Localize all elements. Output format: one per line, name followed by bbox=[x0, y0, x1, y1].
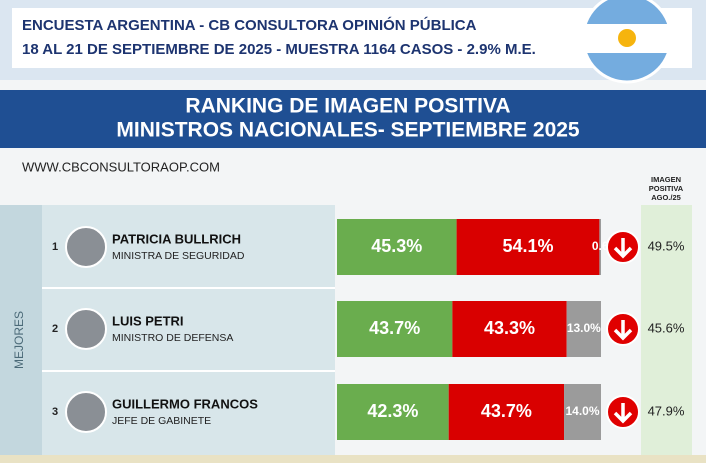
photo bbox=[65, 391, 107, 433]
rank: 2 bbox=[52, 323, 58, 335]
person-name: GUILLERMO FRANCOS bbox=[112, 396, 258, 411]
bar-label: 14.0% bbox=[566, 404, 600, 418]
person-name: LUIS PETRI bbox=[112, 313, 184, 328]
header-line: ENCUESTA ARGENTINA - CB CONSULTORA OPINI… bbox=[22, 16, 477, 34]
bar-label: 54.1% bbox=[502, 236, 553, 256]
group-stripe bbox=[0, 205, 42, 463]
person-role: MINISTRA DE SEGURIDAD bbox=[112, 250, 245, 262]
trend-arrow bbox=[606, 395, 640, 429]
rank: 1 bbox=[52, 241, 58, 253]
website: WWW.CBCONSULTORAOP.COM bbox=[22, 159, 220, 174]
previous-value: 49.5% bbox=[648, 238, 685, 253]
header-box bbox=[12, 8, 692, 68]
arrow-glyph bbox=[613, 238, 633, 259]
chart-title: RANKING DE IMAGEN POSITIVA bbox=[185, 95, 510, 118]
bar-segment bbox=[337, 301, 453, 357]
bar-segment bbox=[452, 301, 567, 357]
person-role: JEFE DE GABINETE bbox=[112, 415, 211, 427]
column-header: IMAGEN bbox=[651, 175, 681, 184]
bar-label: 13.0% bbox=[567, 321, 601, 335]
bar-segment bbox=[448, 384, 565, 440]
trend-arrow bbox=[606, 312, 640, 346]
column-header: POSITIVA bbox=[649, 184, 684, 193]
bar-segment bbox=[456, 219, 600, 275]
group-label: MEJORES bbox=[12, 311, 26, 369]
bar-segment bbox=[599, 219, 601, 275]
person-role: MINISTRO DE DEFENSA bbox=[112, 332, 233, 344]
column-header: AGO./25 bbox=[651, 193, 681, 202]
person-name: PATRICIA BULLRICH bbox=[112, 231, 241, 246]
rank: 3 bbox=[52, 406, 58, 418]
bar-label: 43.7% bbox=[369, 318, 420, 338]
photo bbox=[65, 226, 107, 268]
photo bbox=[65, 308, 107, 350]
chart-subtitle: MINISTROS NACIONALES- SEPTIEMBRE 2025 bbox=[116, 119, 580, 142]
header-line: 18 AL 21 DE SEPTIEMBRE DE 2025 - MUESTRA… bbox=[22, 41, 536, 58]
trend-arrow bbox=[606, 230, 640, 264]
names-panel bbox=[0, 205, 335, 463]
bar-segment bbox=[337, 219, 457, 275]
bar-segment bbox=[564, 384, 601, 440]
bottom-strip bbox=[0, 455, 706, 463]
bar-segment bbox=[566, 301, 601, 357]
bar-label: 0.6 bbox=[592, 239, 609, 253]
bar-label: 43.7% bbox=[481, 401, 532, 421]
title-banner bbox=[0, 90, 706, 148]
bar-label: 42.3% bbox=[367, 401, 418, 421]
bar-segment bbox=[337, 384, 449, 440]
arrow-glyph bbox=[613, 320, 633, 341]
previous-value: 45.6% bbox=[648, 320, 685, 335]
arrow-glyph bbox=[613, 403, 633, 424]
bar-label: 43.3% bbox=[484, 318, 535, 338]
previous-column bbox=[641, 205, 692, 463]
bar-label: 45.3% bbox=[371, 236, 422, 256]
previous-value: 47.9% bbox=[648, 403, 685, 418]
